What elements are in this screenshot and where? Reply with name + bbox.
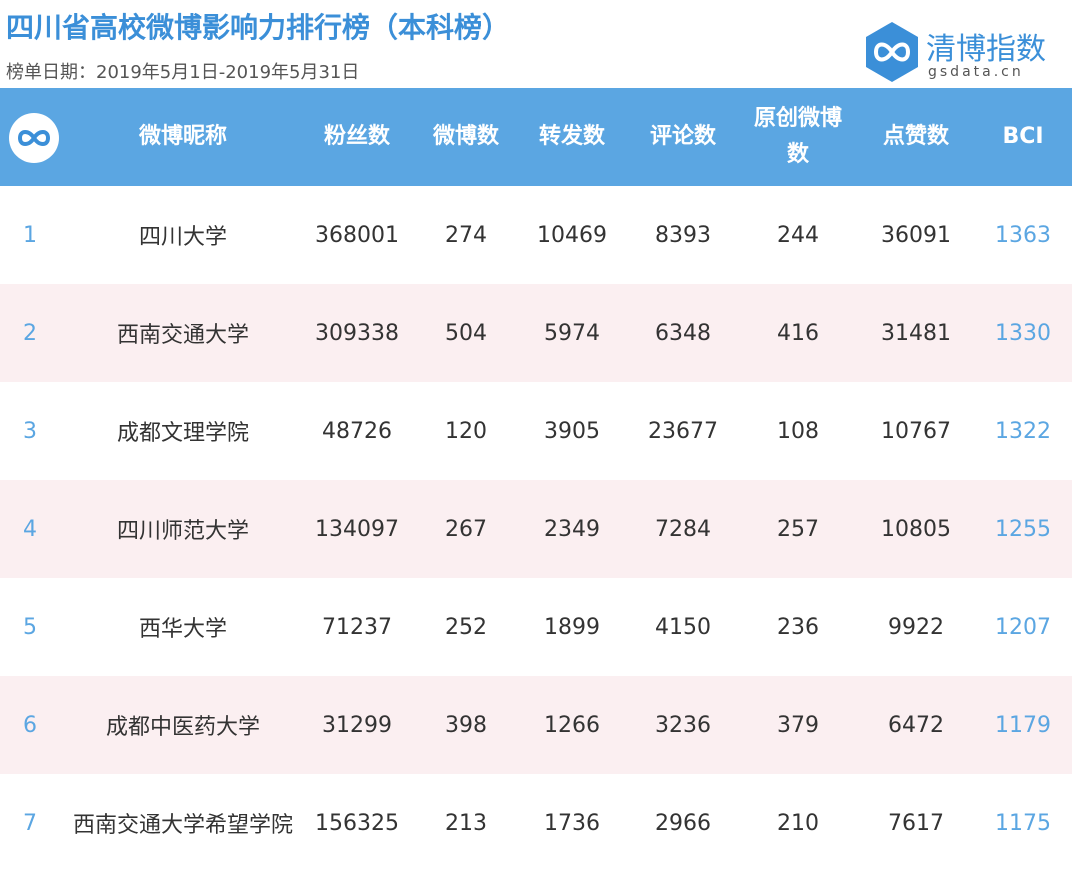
value: 244 bbox=[777, 222, 819, 248]
name: 西南交通大学 bbox=[116, 323, 249, 348]
name: 西华大学 bbox=[138, 617, 227, 642]
value: 10469 bbox=[537, 222, 607, 248]
value: 6472 bbox=[888, 712, 944, 738]
value: 31299 bbox=[322, 712, 392, 738]
value: 236 bbox=[777, 614, 819, 640]
logo-name: 清博指数 bbox=[926, 32, 1046, 67]
value: 10767 bbox=[881, 418, 951, 444]
value: 309338 bbox=[315, 320, 399, 346]
value: 257 bbox=[777, 516, 819, 542]
value: 1322 bbox=[995, 418, 1051, 444]
value: 31481 bbox=[881, 320, 951, 346]
value: 134097 bbox=[315, 516, 399, 542]
value: 2349 bbox=[544, 516, 600, 542]
rank: 3 bbox=[23, 418, 37, 444]
name: 西南交通大学希望学院 bbox=[72, 813, 293, 838]
value: 252 bbox=[445, 614, 487, 640]
value: 398 bbox=[445, 712, 487, 738]
value: 416 bbox=[777, 320, 819, 346]
title: 四川省高校微博影响力排行榜（本科榜） bbox=[6, 11, 511, 44]
value: 48726 bbox=[322, 418, 392, 444]
value: 379 bbox=[777, 712, 819, 738]
table-row: 6 成都中医药大学 31299 398 1266 3236 379 6472 1179 bbox=[0, 676, 1072, 774]
name: 四川师范大学 bbox=[116, 519, 249, 544]
table-header: 微博昵称 粉丝数 微博数 转发数 评论数 原创微博数 点赞数 BCI bbox=[0, 88, 1072, 186]
value: 274 bbox=[445, 222, 487, 248]
subtitle: 榜单日期：2019年5月1日-2019年5月31日 bbox=[6, 62, 360, 83]
column-header: 点赞数 bbox=[882, 124, 949, 149]
value: 156325 bbox=[315, 810, 399, 836]
value: 1255 bbox=[995, 516, 1051, 542]
column-header: 转发数 bbox=[538, 124, 605, 149]
value: 7284 bbox=[655, 516, 711, 542]
value: 1363 bbox=[995, 222, 1051, 248]
value: 1736 bbox=[544, 810, 600, 836]
name: 成都文理学院 bbox=[116, 421, 249, 446]
column-header: 微博数 bbox=[432, 124, 499, 149]
value: 23677 bbox=[648, 418, 718, 444]
table-row: 2 西南交通大学 309338 504 5974 6348 416 31481 1330 bbox=[0, 284, 1072, 382]
rank: 7 bbox=[23, 810, 37, 836]
name: 成都中医药大学 bbox=[105, 715, 260, 740]
value: 1899 bbox=[544, 614, 600, 640]
column-header: 粉丝数 bbox=[323, 124, 390, 149]
value: 6348 bbox=[655, 320, 711, 346]
value: 8393 bbox=[655, 222, 711, 248]
column-header: 评论数 bbox=[649, 124, 716, 149]
rank: 1 bbox=[23, 222, 37, 248]
column-header: 微博昵称 bbox=[138, 124, 227, 149]
header-icon bbox=[9, 113, 59, 163]
value: 9922 bbox=[888, 614, 944, 640]
column-header: BCI bbox=[1002, 124, 1044, 149]
table-row: 3 成都文理学院 48726 120 3905 23677 108 10767 1322 bbox=[0, 382, 1072, 480]
value: 1207 bbox=[995, 614, 1051, 640]
value: 7617 bbox=[888, 810, 944, 836]
column-header: 原创微博数 bbox=[753, 106, 842, 167]
table-row: 4 四川师范大学 134097 267 2349 7284 257 10805 1255 bbox=[0, 480, 1072, 578]
value: 1330 bbox=[995, 320, 1051, 346]
table-row: 1 四川大学 368001 274 10469 8393 244 36091 1363 bbox=[0, 186, 1072, 284]
value: 120 bbox=[445, 418, 487, 444]
value: 10805 bbox=[881, 516, 951, 542]
value: 213 bbox=[445, 810, 487, 836]
value: 1175 bbox=[995, 810, 1051, 836]
value: 108 bbox=[777, 418, 819, 444]
rank: 4 bbox=[23, 516, 37, 542]
rank: 2 bbox=[23, 320, 37, 346]
logo: 清博指数 gsdata.cn bbox=[864, 20, 1064, 84]
value: 2966 bbox=[655, 810, 711, 836]
value: 3236 bbox=[655, 712, 711, 738]
value: 4150 bbox=[655, 614, 711, 640]
value: 1179 bbox=[995, 712, 1051, 738]
value: 36091 bbox=[881, 222, 951, 248]
logo-url: gsdata.cn bbox=[928, 64, 1024, 80]
value: 504 bbox=[445, 320, 487, 346]
value: 71237 bbox=[322, 614, 392, 640]
name: 四川大学 bbox=[138, 225, 227, 250]
value: 368001 bbox=[315, 222, 399, 248]
value: 1266 bbox=[544, 712, 600, 738]
value: 210 bbox=[777, 810, 819, 836]
rank: 6 bbox=[23, 712, 37, 738]
value: 5974 bbox=[544, 320, 600, 346]
value: 3905 bbox=[544, 418, 600, 444]
table-row: 5 西华大学 71237 252 1899 4150 236 9922 1207 bbox=[0, 578, 1072, 676]
table-row: 7 西南交通大学希望学院 156325 213 1736 2966 210 7617 1175 bbox=[0, 774, 1072, 872]
value: 267 bbox=[445, 516, 487, 542]
rank: 5 bbox=[23, 614, 37, 640]
logo-icon bbox=[866, 22, 918, 82]
